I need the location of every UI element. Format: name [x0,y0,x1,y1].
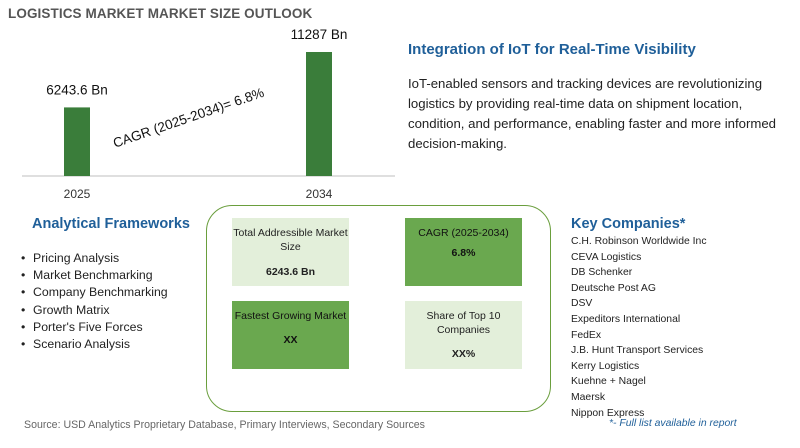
tam-card: Total Addressible Market Size 6243.6 Bn [232,218,349,286]
bar-2025 [64,107,90,176]
top10-share-card: Share of Top 10 Companies XX% [405,301,522,369]
fastest-growing-label: Fastest Growing Market [234,310,347,322]
fastest-growing-card: Fastest Growing Market XX [232,301,349,369]
page-title: LOGISTICS MARKET MARKET SIZE OUTLOOK [8,6,313,21]
list-item: Market Benchmarking [21,267,168,284]
list-item: Porter's Five Forces [21,319,168,336]
list-item: Expeditors International [571,313,681,325]
list-item: DSV [571,298,593,310]
tam-value: 6243.6 Bn [265,266,316,278]
key-companies-title: Key Companies* [571,216,686,232]
metrics-panel [206,205,551,412]
list-item: DB Schenker [571,267,633,279]
list-item: Growth Matrix [21,302,168,319]
cagr-label: CAGR (2025-2034) [418,227,509,239]
market-size-chart: 6243.6 Bn 2025 11287 Bn 2034 CAGR (2025-203… [22,27,395,201]
list-item: Scenario Analysis [21,336,168,353]
cagr-card: CAGR (2025-2034) 6.8% [405,218,522,286]
frameworks-title: Analytical Frameworks [32,216,190,232]
cagr-value: 6.8% [451,247,476,259]
list-item: Kuehne + Nagel [571,376,646,388]
iot-description: IoT-enabled sensors and tracking devices… [408,76,777,151]
tick-label-2025: 2025 [64,187,91,201]
list-item: C.H. Robinson Worldwide Inc [571,236,707,247]
list-item: Kerry Logistics [571,360,640,372]
list-item: Nippon Express [571,407,645,419]
key-companies-list: C.H. Robinson Worldwide Inc CEVA Logisti… [571,234,707,421]
tam-label: Total Addressible Market Size [233,227,348,253]
list-item: J.B. Hunt Transport Services [571,345,704,357]
data-label-2034: 11287 Bn [291,27,348,42]
top10-share-value: XX% [451,348,476,360]
bar-2034 [306,52,332,176]
list-item: Maersk [571,391,606,403]
data-label-2025: 6243.6 Bn [46,82,108,97]
tick-label-2034: 2034 [306,187,333,201]
source-note: Source: USD Analytics Proprietary Databa… [24,419,425,431]
list-item: Pricing Analysis [21,250,168,267]
frameworks-list: Pricing Analysis Market Benchmarking Com… [21,250,168,353]
list-item: Deutsche Post AG [571,282,656,294]
list-item: CEVA Logistics [571,251,642,263]
list-item: FedEx [571,329,602,341]
top10-share-label: Share of Top 10 Companies [426,310,501,336]
cagr-annotation: CAGR (2025-2034)= 6.8% [111,85,266,151]
full-list-note: *- Full list available in report [609,418,737,429]
fastest-growing-value: XX [283,334,298,346]
list-item: Company Benchmarking [21,284,168,301]
iot-title: Integration of IoT for Real-Time Visibil… [408,41,696,58]
